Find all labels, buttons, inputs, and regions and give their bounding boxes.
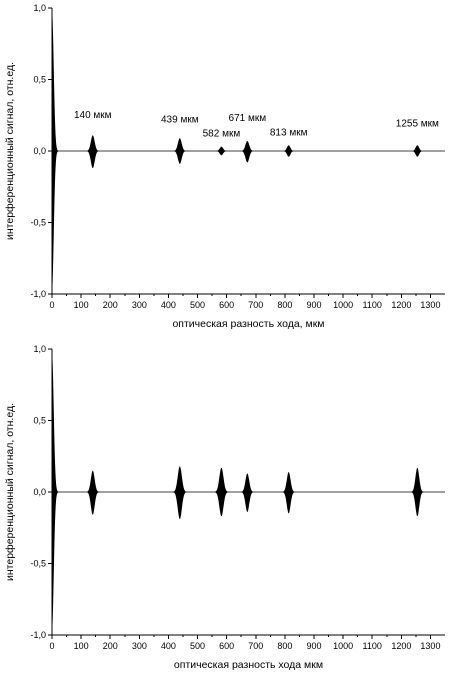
signal-packet xyxy=(240,140,254,163)
x-tick-label: 800 xyxy=(277,641,292,651)
signal-packet xyxy=(172,466,187,520)
peak-annotation: 140 мкм xyxy=(74,110,112,121)
signal-packet xyxy=(214,467,229,517)
y-tick-label: -1,0 xyxy=(30,630,46,640)
chart-bottom-svg: 1,0 0,5 0,0 -0,5 -1,00 100 200 300 400 500 600 700 8… xyxy=(4,344,445,671)
y-tick-label: 0,0 xyxy=(33,146,46,156)
chart-panel-bottom: 1,0 0,5 0,0 -0,5 -1,0 0 100 200 300 400 500 600 700 8… xyxy=(0,341,451,682)
x-axis-title: оптическая разность хода мкм xyxy=(174,659,323,671)
x-tick-label: 1300 xyxy=(420,300,440,310)
y-axis-title: интерференционный сигнал, отн.ед. xyxy=(4,403,16,581)
x-tick-label: 300 xyxy=(132,641,147,651)
x-tick-label: 1000 xyxy=(333,641,353,651)
x-tick-label: 1100 xyxy=(363,641,382,651)
x-tick-label: 1000 xyxy=(333,300,353,310)
x-tick-label: 400 xyxy=(161,641,176,651)
x-tick-label: 200 xyxy=(103,300,118,310)
x-tick-label: 400 xyxy=(161,300,176,310)
x-tick-label: 100 xyxy=(74,300,89,310)
peak-annotation: 813 мкм xyxy=(270,127,308,138)
signal-packet xyxy=(86,135,100,169)
signal-packet xyxy=(240,473,254,513)
x-tick-label: 900 xyxy=(306,641,321,651)
signal-packet xyxy=(52,10,59,292)
x-tick-label: 1100 xyxy=(363,300,382,310)
x-tick-label: 900 xyxy=(306,300,321,310)
y-tick-label: -0,5 xyxy=(30,218,46,228)
signal-packet xyxy=(410,467,424,517)
signal-packet xyxy=(282,145,295,157)
x-tick-label: 500 xyxy=(190,641,205,651)
x-tick-label: 700 xyxy=(248,641,263,651)
peak-annotation: 671 мкм xyxy=(229,113,267,124)
x-tick-label: 700 xyxy=(248,300,263,310)
peak-annotation: 439 мкм xyxy=(161,114,199,125)
x-tick-label: 500 xyxy=(190,300,205,310)
signal-packet xyxy=(52,353,59,631)
x-tick-label: 0 xyxy=(49,300,54,310)
signal-packet xyxy=(215,146,228,156)
signal-packet xyxy=(173,138,187,164)
chart-top-svg: 1,0 0,5 0,0 -0,5 -1,00 100 200 300 400 500 600 700 8… xyxy=(4,3,445,330)
y-tick-label: -0,5 xyxy=(30,559,46,569)
signal-packet xyxy=(411,145,424,157)
signal-packet xyxy=(86,470,100,515)
x-tick-label: 1200 xyxy=(391,300,411,310)
y-tick-label: 0,0 xyxy=(33,487,46,497)
x-tick-label: 600 xyxy=(219,641,234,651)
x-tick-label: 800 xyxy=(277,300,292,310)
peak-annotation: 582 мкм xyxy=(203,129,241,140)
x-tick-label: 1300 xyxy=(420,641,440,651)
y-tick-label: 1,0 xyxy=(33,3,46,13)
x-tick-label: 300 xyxy=(132,300,147,310)
chart-panel-top: 1,0 0,5 0,0 -0,5 -1,0 0 100 200 300 400 500 600 700 8… xyxy=(4,3,445,330)
y-axis-title: интерференционный сигнал, отн.ед. xyxy=(4,62,16,240)
y-tick-label: 0,5 xyxy=(33,75,46,85)
x-tick-label: 0 xyxy=(49,641,54,651)
y-tick-label: -1,0 xyxy=(30,289,46,299)
x-axis-title: оптическая разность хода, мкм xyxy=(172,318,324,330)
peak-annotation: 1255 мкм xyxy=(396,119,439,130)
x-tick-label: 200 xyxy=(103,641,118,651)
signal-packet xyxy=(282,471,296,514)
x-tick-label: 100 xyxy=(74,641,89,651)
x-tick-label: 1200 xyxy=(391,641,411,651)
y-tick-label: 0,5 xyxy=(33,416,46,426)
y-tick-label: 1,0 xyxy=(33,344,46,354)
x-tick-label: 600 xyxy=(219,300,234,310)
